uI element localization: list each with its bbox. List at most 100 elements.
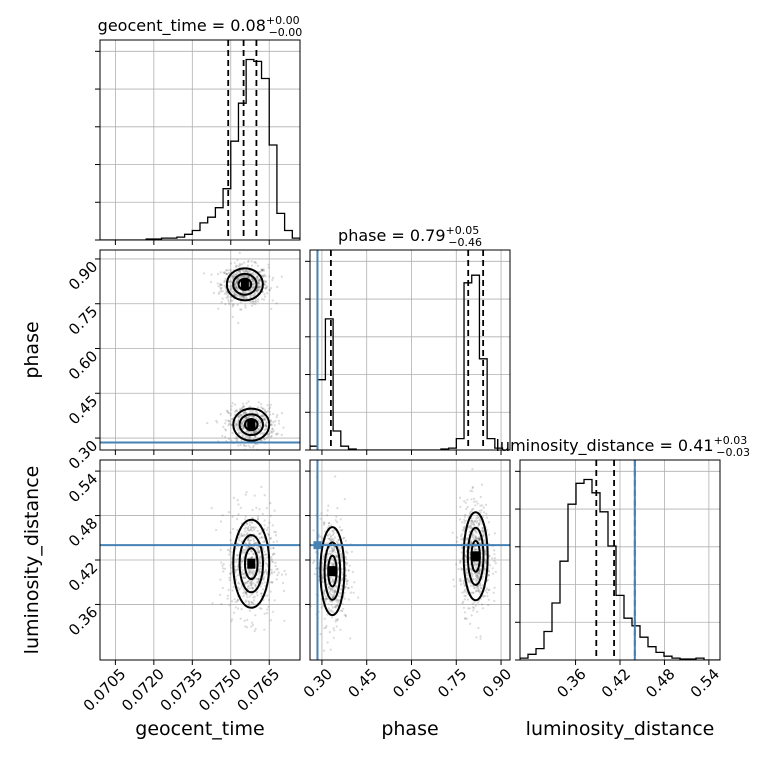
sample-point <box>225 269 228 272</box>
sample-point <box>227 437 231 440</box>
sample-point <box>219 548 222 552</box>
sample-point <box>232 275 235 278</box>
sample-point <box>231 432 234 435</box>
sample-point <box>484 552 487 555</box>
sample-point <box>250 526 253 529</box>
sample-point <box>251 278 254 281</box>
sample-point <box>260 439 263 442</box>
sample-point <box>474 537 477 540</box>
sample-point <box>226 594 229 597</box>
sample-point <box>248 276 251 279</box>
sample-point <box>462 526 465 529</box>
sample-point <box>230 620 233 623</box>
sample-point <box>479 565 483 568</box>
sample-point <box>459 518 462 521</box>
sample-point <box>322 576 325 579</box>
sample-point <box>253 431 256 434</box>
sample-point <box>470 540 473 543</box>
sample-point <box>455 540 459 543</box>
sample-point <box>327 585 330 589</box>
sample-point <box>474 535 477 538</box>
sample-point <box>253 595 256 598</box>
sample-point <box>480 564 483 567</box>
sample-point <box>470 508 474 511</box>
sample-point <box>487 521 490 524</box>
sample-point <box>313 559 316 563</box>
sample-point <box>264 423 267 426</box>
sample-point <box>252 431 255 434</box>
sample-point <box>269 435 273 438</box>
sample-point <box>462 600 465 603</box>
sample-point <box>250 535 253 539</box>
sample-point <box>233 273 236 276</box>
sample-point <box>257 284 260 287</box>
sample-point <box>336 605 339 608</box>
sample-point <box>474 563 478 566</box>
sample-point <box>259 562 262 565</box>
sample-point <box>472 578 475 581</box>
sample-point <box>258 286 261 289</box>
sample-point <box>272 421 275 424</box>
sample-point <box>280 275 283 278</box>
sample-point <box>477 572 481 575</box>
sample-point <box>339 546 342 549</box>
sample-point <box>254 303 257 306</box>
sample-point <box>465 617 468 620</box>
sample-point <box>264 411 268 414</box>
sample-point <box>250 582 253 585</box>
sample-point <box>256 590 259 593</box>
sample-point <box>459 559 462 562</box>
sample-point <box>265 425 268 428</box>
sample-point <box>251 586 254 589</box>
sample-point <box>476 574 479 578</box>
sample-point <box>244 411 247 414</box>
sample-point <box>235 560 238 563</box>
sample-point <box>480 586 483 589</box>
panel-geocent_time-vs-phase-grid <box>100 250 300 450</box>
sample-point <box>264 553 267 556</box>
sample-point <box>263 424 266 427</box>
sample-point <box>261 582 264 585</box>
sample-point <box>329 587 332 591</box>
sample-point <box>266 556 269 559</box>
sample-point <box>320 512 323 515</box>
sample-point <box>252 280 255 283</box>
sample-point <box>488 554 491 557</box>
sample-point <box>266 594 269 597</box>
sample-point <box>323 617 326 620</box>
sample-point <box>255 581 258 584</box>
sample-point <box>248 609 251 612</box>
sample-point <box>333 591 336 594</box>
sample-point <box>470 535 473 538</box>
sample-point <box>244 592 247 595</box>
sample-point <box>245 412 248 415</box>
sample-point <box>344 585 347 588</box>
y-tick-label-luminosity_distance: 0.48 <box>65 514 101 550</box>
sample-point <box>270 556 273 559</box>
sample-point <box>475 636 478 639</box>
sample-point <box>460 551 463 554</box>
sample-point <box>237 599 240 602</box>
y-tick-label-phase: 0.45 <box>65 392 101 428</box>
sample-point <box>236 568 239 572</box>
sample-point <box>480 587 483 590</box>
sample-point <box>264 280 267 283</box>
sample-point <box>477 577 480 580</box>
sample-point <box>236 558 239 561</box>
sample-point <box>334 475 337 478</box>
sample-point <box>222 563 225 566</box>
sample-point <box>251 286 254 289</box>
sample-point <box>345 550 348 553</box>
sample-point <box>244 530 247 533</box>
sample-point <box>458 579 461 582</box>
sample-point <box>330 564 334 567</box>
sample-point <box>247 275 250 278</box>
sample-point <box>219 271 222 274</box>
sample-point <box>474 536 477 539</box>
sample-point <box>251 415 254 418</box>
sample-point <box>344 574 347 577</box>
sample-point <box>259 555 262 558</box>
sample-point <box>239 617 242 620</box>
sample-point <box>327 586 330 590</box>
sample-point <box>475 531 478 534</box>
